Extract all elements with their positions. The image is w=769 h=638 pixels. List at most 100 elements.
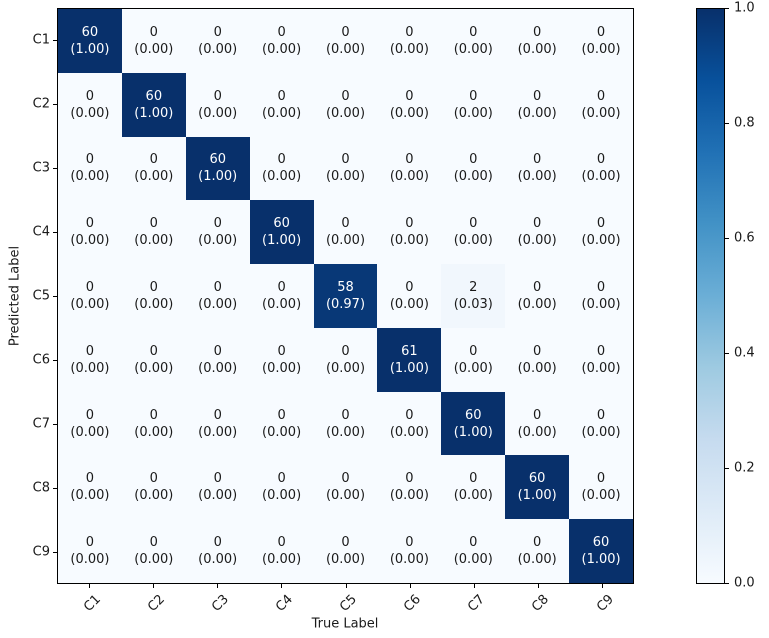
cell-count: 0: [405, 471, 414, 487]
cell-proportion: (0.00): [453, 552, 493, 568]
heatmap-cell-C3-C1: 0 (0.00): [58, 136, 122, 201]
cell-proportion: (0.00): [134, 424, 174, 440]
heatmap-cell-C2-C1: 0 (0.00): [58, 72, 122, 137]
cell-proportion: (0.00): [581, 296, 621, 312]
cell-proportion: (0.00): [517, 360, 557, 376]
heatmap-cell-C1-C5: 0 (0.00): [313, 9, 378, 73]
cell-proportion: (0.00): [262, 424, 302, 440]
heatmap-cell-C4-C4: 60 (1.00): [249, 200, 314, 265]
cell-count: 0: [533, 88, 542, 104]
cell-proportion: (0.00): [70, 169, 110, 185]
cell-proportion: (0.00): [581, 488, 621, 504]
cell-proportion: (0.00): [581, 41, 621, 57]
cell-proportion: (0.00): [70, 424, 110, 440]
cell-count: 2: [469, 279, 478, 295]
heatmap-cell-C7-C3: 0 (0.00): [185, 391, 250, 456]
x-tick-mark: [217, 584, 219, 588]
cell-proportion: (1.00): [262, 233, 302, 249]
cell-count: 0: [469, 535, 478, 551]
cell-count: 0: [341, 152, 350, 168]
cell-count: 0: [85, 535, 95, 551]
cell-count: 0: [277, 471, 286, 487]
heatmap-cell-C8-C4: 0 (0.00): [249, 455, 314, 520]
heatmap-cell-C8-C5: 0 (0.00): [313, 455, 378, 520]
cell-count: 0: [277, 88, 286, 104]
cell-proportion: (0.00): [517, 552, 557, 568]
cell-proportion: (0.00): [325, 360, 366, 376]
cell-count: 0: [149, 279, 158, 295]
cell-count: 0: [469, 343, 478, 359]
x-tick-label-C1: C1: [80, 592, 104, 615]
cell-count: 0: [533, 24, 542, 40]
heatmap-cell-C6-C4: 0 (0.00): [249, 327, 314, 392]
y-tick-mark: [53, 168, 57, 169]
cell-count: 0: [596, 343, 606, 359]
cell-count: 60: [81, 24, 99, 40]
cell-count: 0: [405, 152, 414, 168]
cell-count: 60: [592, 535, 610, 551]
cell-count: 0: [213, 535, 222, 551]
cell-proportion: (0.00): [134, 169, 174, 185]
cell-count: 0: [85, 471, 95, 487]
heatmap-cell-C8-C6: 0 (0.00): [377, 455, 442, 520]
cell-count: 0: [533, 343, 542, 359]
y-tick-label-C9: C9: [32, 544, 50, 560]
cell-proportion: (0.00): [70, 488, 110, 504]
cell-count: 0: [469, 88, 478, 104]
colorbar-gradient: [697, 9, 724, 583]
heatmap-cell-C1-C8: 0 (0.00): [505, 9, 570, 73]
cell-proportion: (0.00): [198, 296, 238, 312]
cell-proportion: (0.00): [581, 424, 621, 440]
cell-proportion: (1.00): [517, 488, 557, 504]
y-tick-label-C5: C5: [32, 288, 50, 304]
cell-count: 60: [528, 471, 546, 487]
heatmap-cell-C6-C2: 0 (0.00): [121, 327, 186, 392]
heatmap-cell-C9-C7: 0 (0.00): [441, 519, 506, 583]
cell-count: 0: [85, 343, 95, 359]
cell-count: 0: [469, 471, 478, 487]
y-tick-mark: [53, 424, 57, 425]
cell-proportion: (0.00): [453, 360, 493, 376]
cell-proportion: (0.00): [134, 552, 174, 568]
cell-count: 0: [405, 88, 414, 104]
cell-proportion: (0.00): [325, 41, 366, 57]
x-tick-label-C9: C9: [593, 592, 617, 615]
colorbar-tick-label-0.8: 0.8: [734, 115, 755, 131]
heatmap-cell-C8-C3: 0 (0.00): [185, 455, 250, 520]
y-tick-label-C2: C2: [32, 96, 50, 112]
heatmap-cell-C2-C4: 0 (0.00): [249, 72, 314, 137]
cell-count: 0: [149, 343, 158, 359]
cell-count: 0: [213, 407, 222, 423]
cell-proportion: (0.00): [325, 552, 366, 568]
cell-count: 61: [401, 343, 418, 359]
cell-proportion: (0.97): [325, 296, 366, 312]
y-tick-mark: [53, 360, 57, 361]
cell-proportion: (0.00): [325, 105, 366, 121]
heatmap-cell-C2-C8: 0 (0.00): [505, 72, 570, 137]
heatmap-cell-C9-C8: 0 (0.00): [505, 519, 570, 583]
x-tick-label-C2: C2: [144, 592, 168, 615]
cell-count: 0: [405, 535, 414, 551]
colorbar-tick-mark: [725, 238, 729, 239]
heatmap-cell-C8-C1: 0 (0.00): [58, 455, 122, 520]
heatmap-cell-C9-C2: 0 (0.00): [121, 519, 186, 583]
colorbar-tick-mark: [725, 8, 729, 9]
cell-proportion: (0.00): [262, 360, 302, 376]
colorbar-tick-label-0.6: 0.6: [734, 230, 755, 246]
colorbar-tick-mark: [725, 583, 729, 584]
cell-proportion: (1.00): [198, 169, 238, 185]
cell-proportion: (0.00): [262, 488, 302, 504]
cell-count: 0: [277, 343, 286, 359]
cell-proportion: (1.00): [453, 424, 493, 440]
heatmap-cell-C1-C1: 60 (1.00): [58, 9, 122, 73]
heatmap-cell-C9-C6: 0 (0.00): [377, 519, 442, 583]
cell-proportion: (0.00): [70, 105, 110, 121]
cell-count: 0: [533, 216, 542, 232]
cell-count: 0: [596, 471, 606, 487]
heatmap-cell-C8-C2: 0 (0.00): [121, 455, 186, 520]
colorbar-tick-label-0.2: 0.2: [734, 460, 755, 476]
y-tick-label-C8: C8: [32, 480, 50, 496]
heatmap-cell-C1-C2: 0 (0.00): [121, 9, 186, 73]
heatmap-cell-C4-C3: 0 (0.00): [185, 200, 250, 265]
